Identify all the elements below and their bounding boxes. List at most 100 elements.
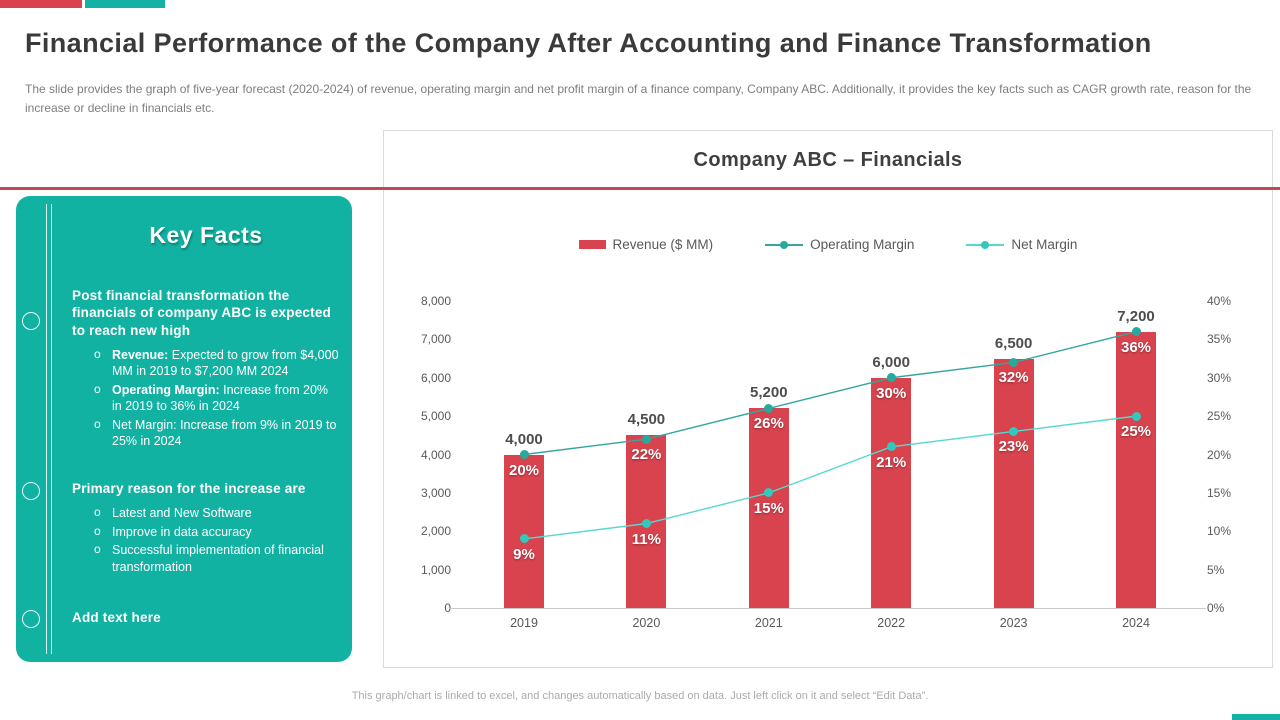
y-axis-tick-right: 40% xyxy=(1207,294,1232,308)
net-margin-dot xyxy=(641,519,651,529)
revenue-value-label: 5,200 xyxy=(750,384,788,402)
net-margin-dot xyxy=(764,488,774,498)
x-axis-label: 2019 xyxy=(510,616,538,630)
key-facts-bullet: Improve in data accuracy xyxy=(72,524,340,541)
slide-subtitle: The slide provides the graph of five-yea… xyxy=(25,82,1252,116)
legend-item: Operating Margin xyxy=(765,237,914,252)
legend-item: Net Margin xyxy=(966,237,1077,252)
revenue-value-label: 4,000 xyxy=(505,430,543,448)
net-margin-dot xyxy=(1009,426,1019,436)
chart-plot-area: 8,000 7,000 6,000 5,000 4,000 3,000 2,000 1,000… xyxy=(384,131,1272,667)
operating-margin-dot xyxy=(519,450,529,459)
financial-chart-card[interactable]: Company ABC – Financials Revenue ($ MM) O… xyxy=(383,130,1273,668)
operating-margin-label: 36% xyxy=(1120,338,1152,356)
y-axis-tick-left: 5,000 xyxy=(420,409,451,424)
y-axis-tick-left: 4,000 xyxy=(420,447,451,462)
timeline-circle xyxy=(22,312,40,330)
y-axis-tick-right: 15% xyxy=(1207,485,1232,500)
legend-dot xyxy=(780,240,789,249)
y-axis-tick-left: 0 xyxy=(444,601,451,615)
bullet-lead: Revenue: xyxy=(112,347,169,362)
top-left-red-accent-bar xyxy=(0,0,82,8)
net-margin-label: 11% xyxy=(631,530,661,548)
x-axis-line xyxy=(449,608,1206,609)
net-margin-label: 23% xyxy=(998,438,1029,456)
y-axis-tick-right: 10% xyxy=(1207,524,1232,539)
x-axis-label: 2023 xyxy=(999,616,1028,630)
legend-dot xyxy=(981,240,990,249)
net-margin-dot xyxy=(519,534,529,544)
y-axis-tick-left: 2,000 xyxy=(420,524,451,539)
revenue-bar xyxy=(1116,331,1156,608)
net-margin-dot xyxy=(886,442,896,452)
key-facts-bullet: Successful implementation of financial t… xyxy=(72,542,340,575)
legend-bar-swatch xyxy=(578,240,606,249)
timeline-line xyxy=(46,204,47,654)
operating-margin-label: 32% xyxy=(998,369,1029,387)
operating-margin-label: 20% xyxy=(508,461,540,479)
chart-legend: Revenue ($ MM) Operating Margin Net Margin xyxy=(384,237,1272,252)
y-axis-tick-left: 1,000 xyxy=(420,562,451,577)
x-axis-label: 2021 xyxy=(754,616,783,630)
operating-margin-dot xyxy=(1131,327,1141,337)
key-facts-section-heading: Primary reason for the increase are xyxy=(72,480,306,496)
bottom-right-teal-accent-bar xyxy=(1232,714,1280,720)
key-facts-content: Key Facts Post financial transformation … xyxy=(72,196,340,626)
y-axis-tick-left: 8,000 xyxy=(420,294,451,308)
revenue-value-label: 6,500 xyxy=(994,334,1033,352)
legend-label: Revenue ($ MM) xyxy=(612,237,714,252)
x-axis-label: 2024 xyxy=(1122,616,1150,630)
key-facts-bullet-list: Latest and New Software Improve in data a… xyxy=(72,505,340,575)
legend-item: Revenue ($ MM) xyxy=(578,237,714,252)
operating-margin-dot xyxy=(886,373,896,383)
key-facts-bullet: Revenue: Expected to grow from $4,000 MM… xyxy=(72,347,340,380)
legend-line-marker xyxy=(966,240,1005,249)
operating-margin-dot xyxy=(764,403,774,413)
y-axis-tick-right: 25% xyxy=(1207,409,1232,424)
key-facts-panel: Key Facts Post financial transformation … xyxy=(16,196,352,662)
operating-margin-dot xyxy=(1009,357,1019,367)
key-facts-title: Key Facts xyxy=(149,222,263,248)
red-divider-line xyxy=(0,187,1280,190)
slide-title: Financial Performance of the Company Aft… xyxy=(25,28,1152,58)
revenue-value-label: 4,500 xyxy=(627,411,666,429)
net-margin-label: 25% xyxy=(1120,423,1152,441)
revenue-bar xyxy=(871,377,912,608)
net-margin-label: 9% xyxy=(513,545,535,563)
legend-label: Operating Margin xyxy=(810,237,915,252)
x-axis-label: 2020 xyxy=(632,616,661,630)
legend-label: Net Margin xyxy=(1011,237,1078,252)
timeline-circle xyxy=(22,482,40,500)
top-left-teal-accent-bar xyxy=(85,0,165,8)
legend-line-marker xyxy=(765,240,804,249)
key-facts-bullet: Net Margin: Increase from 9% in 2019 to … xyxy=(72,417,340,450)
y-axis-tick-left: 6,000 xyxy=(420,370,451,385)
key-facts-bullet: Latest and New Software xyxy=(72,505,340,522)
y-axis-tick-right: 20% xyxy=(1207,447,1232,462)
key-facts-section-heading[interactable]: Add text here xyxy=(72,610,161,626)
y-axis-tick-right: 30% xyxy=(1207,370,1232,385)
key-facts-bullet: Operating Margin: Increase from 20% in 2… xyxy=(72,382,340,415)
net-margin-label: 21% xyxy=(876,453,907,471)
operating-margin-dot xyxy=(641,434,651,444)
y-axis-tick-right: 5% xyxy=(1207,562,1225,577)
operating-margin-label: 30% xyxy=(876,384,907,402)
footer-note: This graph/chart is linked to excel, and… xyxy=(351,690,929,702)
revenue-bar xyxy=(993,358,1034,608)
bullet-lead: Operating Margin: xyxy=(112,382,220,397)
timeline-line xyxy=(51,204,52,654)
timeline-circle xyxy=(22,610,40,628)
revenue-value-label: 6,000 xyxy=(872,353,910,371)
x-axis-label: 2022 xyxy=(877,616,906,630)
y-axis-tick-right: 35% xyxy=(1207,332,1232,347)
key-facts-bullet-list: Revenue: Expected to grow from $4,000 MM… xyxy=(72,347,340,450)
y-axis-tick-left: 3,000 xyxy=(420,485,451,500)
revenue-value-label: 7,200 xyxy=(1117,307,1155,325)
y-axis-tick-right: 0% xyxy=(1207,601,1225,615)
y-axis-tick-left: 7,000 xyxy=(420,332,451,347)
key-facts-section-heading: Post financial transformation the financ… xyxy=(72,288,331,338)
operating-margin-label: 22% xyxy=(631,446,662,464)
chart-title: Company ABC – Financials xyxy=(693,149,963,171)
net-margin-line xyxy=(523,415,1137,540)
